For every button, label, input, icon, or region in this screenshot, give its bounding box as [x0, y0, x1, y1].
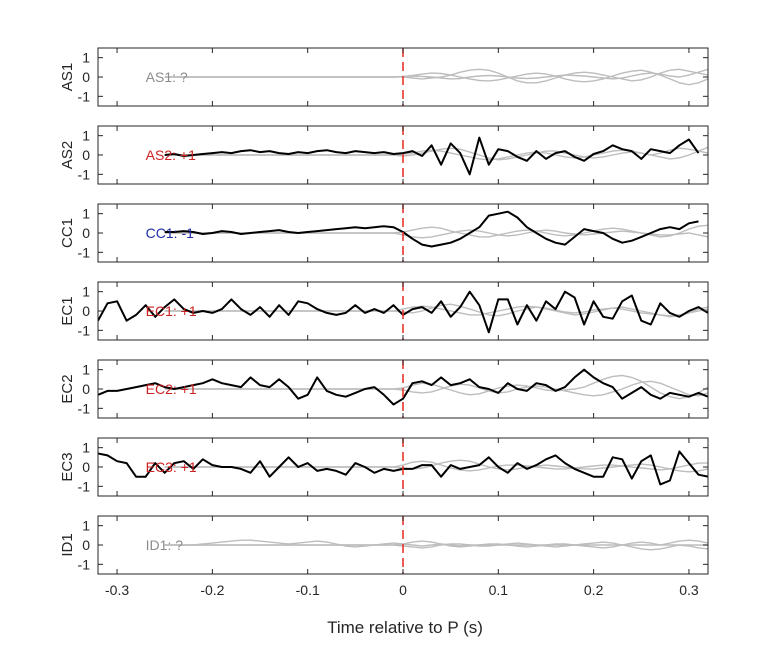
y-tick-label: 0: [82, 537, 90, 553]
trace-cc1: [164, 210, 699, 248]
y-tick-label: -1: [78, 478, 91, 494]
trace-ec1: [98, 290, 708, 334]
polarity-label-cc1: CC1: -1: [146, 225, 194, 241]
background-trace-as1-2: [164, 68, 708, 84]
y-tick-label: -1: [78, 244, 91, 260]
x-tick-label: 0.3: [679, 582, 699, 598]
x-tick-label: 0: [399, 582, 407, 598]
station-label-ec3: EC3: [59, 452, 76, 481]
panel-as1: AS1: ? -1 0 1 AS1: [59, 47, 709, 107]
y-tick-label: -1: [78, 88, 91, 104]
y-tick-label: 1: [82, 284, 90, 300]
y-tick-label: -1: [78, 556, 91, 572]
y-tick-label: 0: [82, 225, 90, 241]
background-trace-id1-1: [164, 539, 708, 548]
x-tick-label: -0.2: [200, 582, 224, 598]
plot-area-as1: [164, 48, 708, 106]
polarity-label-ec3: EC3: +1: [146, 459, 197, 475]
station-label-as1: AS1: [59, 63, 76, 91]
trace-as2: [164, 136, 700, 176]
x-tick-label: -0.3: [105, 582, 129, 598]
panel-ec3: EC3: +1 -1 0 1 EC3: [59, 437, 709, 497]
plot-area-ec1: [98, 282, 708, 340]
panel-cc1: CC1: -1 -1 0 1 CC1: [59, 203, 709, 263]
panel-as2: AS2: +1 -1 0 1 AS2: [59, 125, 709, 185]
polarity-label-ec1: EC1: +1: [146, 303, 197, 319]
trace-ec3: [98, 450, 708, 486]
y-tick-label: -1: [78, 322, 91, 338]
y-tick-label: -1: [78, 166, 91, 182]
panel-ec1: EC1: +1 -1 0 1 EC1: [59, 281, 709, 341]
y-tick-label: 0: [82, 303, 90, 319]
plot-area-cc1: [164, 204, 708, 262]
polarity-label-as2: AS2: +1: [146, 147, 196, 163]
panel-ec2: EC2: +1 -1 0 1 EC2: [59, 359, 709, 419]
y-tick-label: -1: [78, 400, 91, 416]
polarity-label-ec2: EC2: +1: [146, 381, 197, 397]
plot-area-ec2: [98, 360, 708, 418]
background-trace-id1-3: [164, 541, 708, 551]
panel-id1: ID1: ? -1 0 1 ID1: [59, 515, 709, 575]
y-tick-label: 0: [82, 69, 90, 85]
y-tick-label: 1: [82, 128, 90, 144]
y-tick-label: 1: [82, 440, 90, 456]
y-tick-label: 1: [82, 518, 90, 534]
x-tick-label: -0.1: [296, 582, 320, 598]
station-label-cc1: CC1: [59, 218, 76, 248]
y-tick-label: 0: [82, 147, 90, 163]
trace-ec2: [98, 368, 708, 406]
y-tick-label: 1: [82, 206, 90, 222]
x-axis-label: Time relative to P (s): [327, 618, 483, 637]
station-label-ec1: EC1: [59, 296, 76, 325]
y-tick-label: 1: [82, 362, 90, 378]
station-label-ec2: EC2: [59, 374, 76, 403]
x-tick-label: 0.1: [489, 582, 509, 598]
background-trace-as1-3: [164, 68, 708, 80]
y-tick-label: 1: [82, 50, 90, 66]
y-tick-label: 0: [82, 459, 90, 475]
station-label-id1: ID1: [59, 533, 76, 556]
x-axis: -0.3 -0.2 -0.1 0 0.1 0.2 0.3: [105, 582, 699, 598]
background-trace-as2-2: [164, 146, 708, 161]
plot-area-ec3: [98, 438, 708, 496]
background-trace-ec2-2: [164, 380, 708, 397]
station-label-as2: AS2: [59, 141, 76, 169]
plot-area-id1: [164, 516, 708, 574]
plot-area-as2: [164, 126, 708, 184]
polarity-label-as1: AS1: ?: [146, 69, 188, 85]
x-tick-label: 0.2: [584, 582, 604, 598]
y-tick-label: 0: [82, 381, 90, 397]
polarity-label-id1: ID1: ?: [146, 537, 184, 553]
